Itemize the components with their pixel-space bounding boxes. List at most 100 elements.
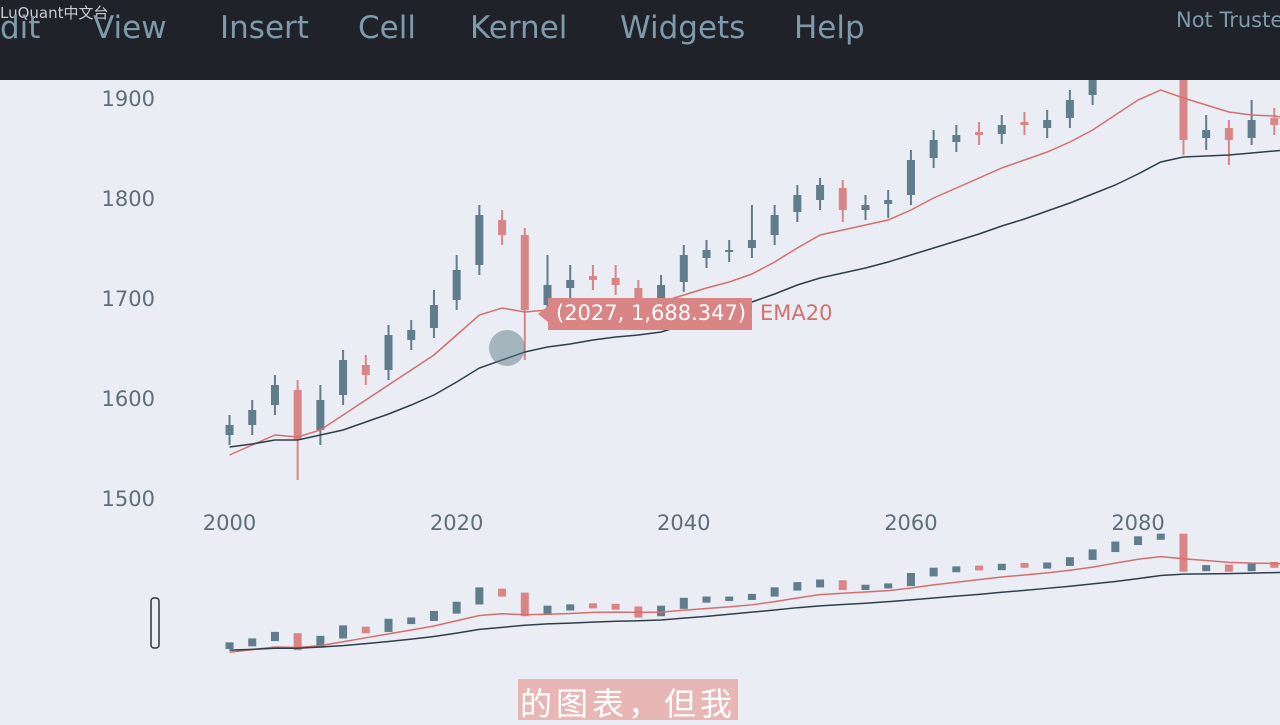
candle-body xyxy=(566,280,575,288)
menu-item[interactable]: dit xyxy=(0,10,41,46)
navigator-candle xyxy=(1134,536,1143,545)
candle-body xyxy=(1088,80,1097,95)
menu-item[interactable]: Help xyxy=(794,10,865,46)
navigator-candle xyxy=(361,626,370,634)
navigator xyxy=(225,533,1280,653)
x-tick-label: 2000 xyxy=(203,511,256,535)
navigator-candle xyxy=(929,567,938,577)
candle-body xyxy=(1043,120,1052,128)
y-tick-label: 1900 xyxy=(102,87,155,111)
y-tick-label: 1700 xyxy=(102,287,155,311)
navigator-candle xyxy=(1156,533,1165,540)
candle-body xyxy=(588,276,597,280)
x-tick-label: 2040 xyxy=(657,511,710,535)
navigator-candle xyxy=(1224,564,1233,572)
x-tick-label: 2020 xyxy=(430,511,483,535)
candle-body xyxy=(929,140,938,158)
candle-body xyxy=(543,285,552,305)
navigator-candle xyxy=(1043,562,1052,569)
candle-body xyxy=(793,195,802,212)
navigator-candle xyxy=(906,572,915,587)
menu-item[interactable]: Widgets xyxy=(620,10,746,46)
candle-body xyxy=(884,200,893,204)
candle-body xyxy=(1179,80,1188,140)
y-tick-label: 1500 xyxy=(102,487,155,511)
navigator-candle xyxy=(1247,562,1256,572)
candle-body xyxy=(702,250,711,258)
candle-body xyxy=(1247,120,1256,138)
menu-item[interactable]: View xyxy=(93,10,167,46)
navigator-candle xyxy=(566,604,575,611)
navigator-candle xyxy=(384,618,393,632)
candle-body xyxy=(498,220,507,235)
candle-body xyxy=(429,305,438,328)
navigator-candle xyxy=(1202,565,1211,572)
candle-body xyxy=(1065,100,1074,118)
navigator-candle xyxy=(702,596,711,603)
candle-body xyxy=(520,235,529,310)
navigator-candle xyxy=(1020,563,1029,568)
y-tick-label: 1800 xyxy=(102,187,155,211)
menu-item[interactable]: Kernel xyxy=(470,10,568,46)
candle-body xyxy=(248,410,257,425)
candle-body xyxy=(611,278,620,285)
navigator-candle xyxy=(997,563,1006,571)
navigator-candle xyxy=(1179,533,1188,572)
navigator-candle xyxy=(1088,549,1097,560)
ema-line xyxy=(229,149,1280,448)
candle-body xyxy=(452,270,461,300)
candle-body xyxy=(270,385,279,405)
navigator-candle xyxy=(452,601,461,614)
candle-body xyxy=(384,335,393,370)
navigator-candle xyxy=(679,597,688,609)
candle-body xyxy=(1134,20,1142,38)
trust-indicator[interactable]: Not Truste xyxy=(1176,8,1280,32)
x-tick-label: 2080 xyxy=(1111,511,1164,535)
candle-body xyxy=(316,400,325,430)
navigator-candle xyxy=(861,584,870,591)
candle-body xyxy=(679,255,688,282)
plot-area xyxy=(225,20,1280,480)
candle-body xyxy=(1020,122,1029,125)
candle-body xyxy=(1111,40,1119,65)
ema-line xyxy=(229,89,1280,456)
navigator-candle xyxy=(293,633,302,651)
candle-body xyxy=(1202,130,1211,138)
x-tick-label: 2060 xyxy=(884,511,937,535)
navigator-handle[interactable] xyxy=(150,597,160,649)
candle-body xyxy=(816,185,825,200)
candle-body xyxy=(339,360,348,395)
navigator-candle xyxy=(816,579,825,588)
navigator-candle xyxy=(611,603,620,610)
navigator-candle xyxy=(248,638,257,647)
menu-item[interactable]: Cell xyxy=(358,10,416,46)
candle-body xyxy=(838,188,847,210)
navigator-line xyxy=(229,555,1280,653)
navigator-candle xyxy=(1065,557,1074,566)
tooltip-box xyxy=(548,298,752,330)
navigator-candle xyxy=(884,583,893,589)
navigator-candle xyxy=(1270,561,1279,568)
navigator-candle xyxy=(725,596,734,602)
navigator-candle xyxy=(225,642,234,649)
navigator-candle xyxy=(429,610,438,621)
candle-body xyxy=(225,425,234,435)
candle-body xyxy=(1224,128,1233,140)
candle-body xyxy=(1270,118,1279,125)
navigator-candle xyxy=(520,592,529,617)
navigator-candle xyxy=(270,631,279,642)
navigator-candle xyxy=(475,587,484,605)
candle-body xyxy=(407,330,416,340)
navigator-candle xyxy=(793,582,802,591)
navigator-candle xyxy=(952,566,961,573)
candle-body xyxy=(770,215,779,235)
candle-body xyxy=(952,135,961,142)
navigator-line xyxy=(229,571,1280,651)
candle-body xyxy=(361,365,370,375)
menu-item[interactable]: Insert xyxy=(220,10,309,46)
candle-body xyxy=(997,125,1006,134)
y-tick-label: 1600 xyxy=(102,387,155,411)
candle-body xyxy=(657,285,666,310)
candle-body xyxy=(975,132,984,135)
